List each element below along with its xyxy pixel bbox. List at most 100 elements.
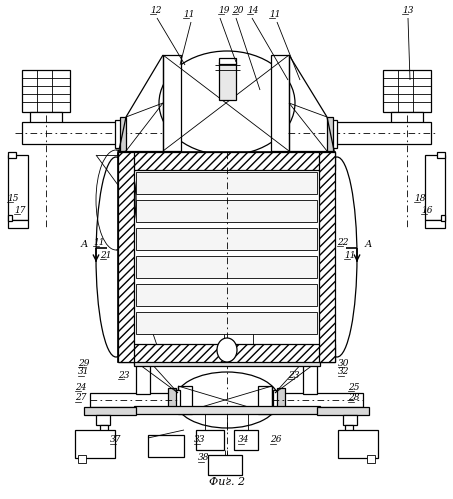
Bar [343,415,357,425]
Text: 20: 20 [232,5,244,14]
Text: 32: 32 [338,367,350,377]
Text: 16: 16 [421,206,433,215]
Bar [75,430,115,458]
Bar [327,117,333,151]
Bar [208,455,242,475]
Bar [8,215,12,221]
Bar [136,256,317,278]
Text: 11: 11 [269,9,280,18]
Text: 22: 22 [337,238,348,247]
Text: 28: 28 [348,394,360,403]
Text: 24: 24 [75,383,87,392]
Text: 13: 13 [402,5,414,14]
Bar [331,122,431,144]
Text: 27: 27 [75,394,87,403]
Bar [118,152,335,170]
Bar [258,386,272,414]
Bar [118,152,134,362]
Bar [118,344,335,362]
Bar [136,200,317,222]
Text: 33: 33 [194,436,206,445]
Bar [345,425,353,431]
Text: 21: 21 [100,250,111,259]
Text: 17: 17 [14,206,25,215]
Text: 26: 26 [270,436,281,445]
Text: 11: 11 [344,250,356,259]
Bar [8,155,28,220]
Bar [303,360,319,364]
Bar [136,362,150,394]
Bar [277,388,285,412]
Bar [118,152,335,362]
Bar [22,122,122,144]
Bar [30,112,62,124]
Text: 25: 25 [348,383,360,392]
Bar [163,55,181,151]
Bar [134,360,150,364]
Bar [134,358,320,366]
Bar [136,284,317,306]
Bar [317,407,369,415]
Text: 36: 36 [247,317,259,326]
Text: 38: 38 [198,454,209,463]
Bar [90,393,178,407]
Text: 35: 35 [218,317,230,326]
Bar [219,58,236,64]
Text: 23: 23 [288,370,299,380]
Text: А: А [365,240,372,249]
Bar [441,215,445,221]
Bar [391,112,423,124]
Bar [136,228,317,250]
Text: 12: 12 [150,5,162,14]
Ellipse shape [317,157,357,357]
Text: 19: 19 [218,5,230,14]
Text: А: А [81,240,88,249]
Bar [271,55,289,151]
Bar [8,220,28,228]
Bar [383,70,431,112]
Bar [100,425,108,431]
Text: Фиг. 2: Фиг. 2 [209,477,245,487]
Text: 23: 23 [118,370,130,380]
Bar [22,70,70,112]
Bar [329,120,337,148]
Bar [84,407,136,415]
Text: 34: 34 [238,436,250,445]
Bar [425,155,445,220]
Ellipse shape [175,372,279,428]
Bar [234,430,258,450]
Text: 14: 14 [247,5,259,14]
Bar [96,415,110,425]
Bar [120,117,126,151]
Bar [134,406,320,414]
Text: 18: 18 [414,194,425,203]
Text: 29: 29 [78,358,90,367]
Text: 31: 31 [78,367,90,377]
Bar [425,220,445,228]
Bar [178,386,192,414]
Ellipse shape [96,157,136,357]
Ellipse shape [159,51,295,155]
Bar [275,393,363,407]
Bar [196,430,224,450]
Bar [78,455,86,463]
Bar [170,390,180,410]
Text: 11: 11 [183,9,194,18]
Bar [136,312,317,334]
Text: 37: 37 [110,436,121,445]
Bar [338,430,378,458]
Bar [8,152,16,158]
Bar [273,390,283,410]
Bar [437,152,445,158]
Bar [219,62,236,100]
Bar [115,120,123,148]
Bar [148,435,184,457]
Bar [367,455,375,463]
Text: 1: 1 [144,312,150,321]
Text: 11: 11 [93,238,105,247]
Text: 30: 30 [338,358,350,367]
Bar [319,152,335,362]
Bar [303,362,317,394]
Text: 15: 15 [7,194,19,203]
Ellipse shape [217,338,237,362]
